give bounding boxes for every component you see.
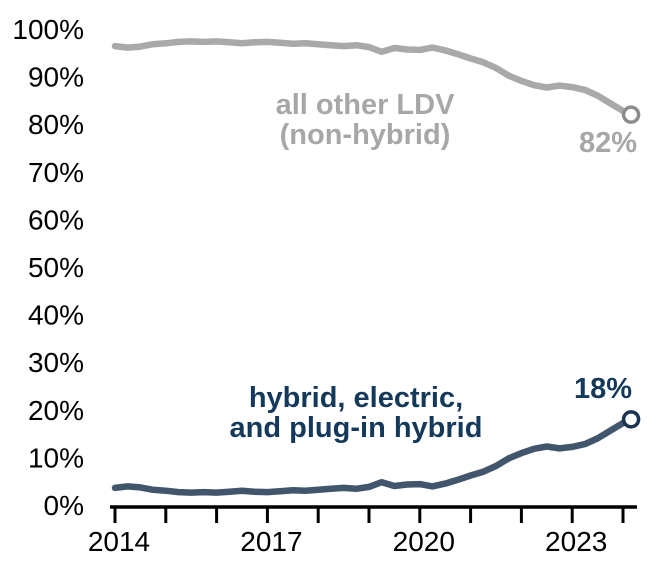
x-tick-label-2023: 2023	[545, 526, 607, 557]
end-value-label-hybrid-electric: 18%	[573, 373, 633, 405]
end-marker-other-ldv	[621, 105, 641, 124]
y-tick-label-10%: 10%	[28, 442, 84, 473]
end-value-label-other-ldv: 82%	[578, 127, 638, 159]
y-tick-label-90%: 90%	[28, 62, 84, 93]
x-tick-label-2020: 2020	[393, 526, 455, 557]
y-tick-label-80%: 80%	[28, 109, 84, 140]
series-label-hybrid-electric: hybrid, electric, and plug-in hybrid	[230, 383, 483, 443]
x-tick-label-2014: 2014	[88, 526, 150, 557]
y-tick-label-20%: 20%	[28, 395, 84, 426]
series-label-hybrid-electric-line2: and plug-in hybrid	[229, 412, 483, 444]
y-tick-label-70%: 70%	[28, 157, 84, 188]
series-line-other-ldv	[111, 38, 632, 118]
y-tick-label-60%: 60%	[28, 204, 84, 235]
series-label-hybrid-electric-line1: hybrid, electric,	[248, 382, 464, 414]
series-label-other-ldv-line2: (non-hybrid)	[279, 119, 451, 151]
end-marker-hybrid-electric	[621, 410, 641, 429]
x-tick-label-2017: 2017	[240, 526, 302, 557]
y-tick-label-40%: 40%	[28, 300, 84, 331]
series-line-hybrid-electric	[111, 416, 632, 496]
y-tick-label-30%: 30%	[28, 347, 84, 378]
y-tick-label-100%: 100%	[12, 14, 84, 45]
series-label-other-ldv: all other LDV (non-hybrid)	[276, 90, 455, 150]
series-label-other-ldv-line1: all other LDV	[275, 89, 455, 121]
y-tick-label-0%: 0%	[44, 490, 84, 521]
y-tick-label-50%: 50%	[28, 252, 84, 283]
